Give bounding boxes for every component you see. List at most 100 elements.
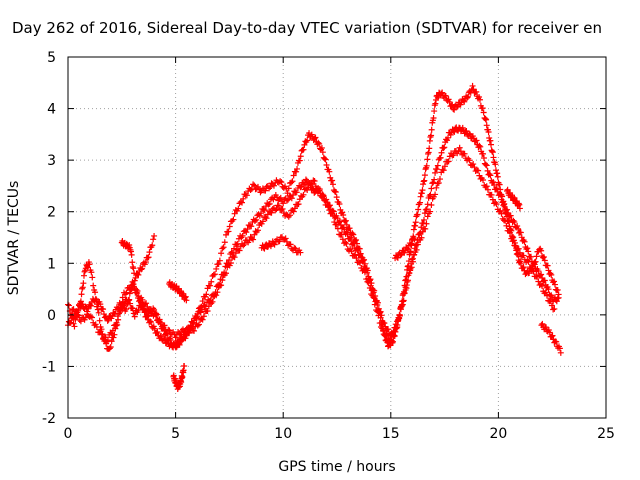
data-point bbox=[393, 318, 400, 325]
data-point bbox=[430, 114, 437, 121]
data-point bbox=[476, 142, 483, 149]
data-point bbox=[97, 328, 104, 335]
data-point bbox=[368, 291, 375, 298]
data-point bbox=[466, 130, 473, 137]
data-point bbox=[239, 232, 246, 239]
data-point bbox=[151, 325, 158, 332]
x-tick-label: 0 bbox=[64, 426, 73, 442]
data-point bbox=[133, 286, 140, 293]
data-point bbox=[111, 331, 118, 338]
data-point bbox=[486, 135, 493, 142]
data-point bbox=[128, 248, 135, 255]
data-point bbox=[261, 207, 268, 214]
data-point bbox=[80, 280, 87, 287]
data-point bbox=[511, 219, 518, 226]
data-point bbox=[439, 89, 446, 96]
data-point bbox=[307, 180, 314, 187]
data-point bbox=[330, 213, 337, 220]
data-point bbox=[71, 323, 78, 330]
data-point bbox=[409, 258, 416, 265]
data-point bbox=[373, 307, 380, 314]
data-point bbox=[221, 239, 228, 246]
data-point bbox=[250, 181, 257, 188]
data-point bbox=[293, 189, 300, 196]
data-point bbox=[376, 320, 383, 327]
data-point bbox=[483, 116, 490, 123]
data-point bbox=[398, 301, 405, 308]
data-point bbox=[364, 278, 371, 285]
data-point bbox=[65, 302, 72, 309]
data-point bbox=[134, 288, 141, 295]
data-point bbox=[195, 321, 202, 328]
data-point bbox=[343, 221, 350, 228]
data-point bbox=[511, 194, 518, 201]
data-point bbox=[411, 236, 418, 243]
data-point bbox=[459, 124, 466, 131]
data-point bbox=[276, 238, 283, 245]
data-point bbox=[304, 137, 311, 144]
data-point bbox=[131, 313, 138, 320]
data-point bbox=[146, 249, 153, 256]
data-point bbox=[510, 217, 517, 224]
data-point bbox=[291, 205, 298, 212]
data-point bbox=[223, 270, 230, 277]
data-point bbox=[333, 194, 340, 201]
data-point bbox=[382, 331, 389, 338]
data-point bbox=[294, 165, 301, 172]
data-point bbox=[334, 215, 341, 222]
data-point bbox=[541, 277, 548, 284]
data-point bbox=[355, 259, 362, 266]
data-point bbox=[251, 182, 258, 189]
data-point bbox=[231, 245, 238, 252]
data-point bbox=[147, 318, 154, 325]
data-point bbox=[424, 156, 431, 163]
data-point bbox=[438, 149, 445, 156]
data-point bbox=[389, 332, 396, 339]
data-point bbox=[176, 341, 183, 348]
data-point bbox=[403, 282, 410, 289]
data-point bbox=[139, 296, 146, 303]
data-point bbox=[247, 187, 254, 194]
data-point bbox=[507, 212, 514, 219]
data-point bbox=[138, 266, 145, 273]
data-point bbox=[270, 182, 277, 189]
data-point bbox=[428, 202, 435, 209]
data-point bbox=[343, 240, 350, 247]
data-point bbox=[349, 230, 356, 237]
data-point bbox=[104, 337, 111, 344]
data-point bbox=[432, 100, 439, 107]
data-point bbox=[108, 330, 115, 337]
data-point bbox=[488, 141, 495, 148]
data-point bbox=[310, 177, 317, 184]
data-point bbox=[416, 230, 423, 237]
data-point bbox=[229, 218, 236, 225]
data-point bbox=[401, 290, 408, 297]
data-point bbox=[124, 301, 131, 308]
data-point bbox=[258, 210, 265, 217]
axis-ticks: 0 5 10 15 20 25 -2 -1 0 1 2 3 4 5 bbox=[42, 50, 615, 442]
data-point bbox=[300, 191, 307, 198]
data-point bbox=[464, 94, 471, 101]
data-point bbox=[422, 225, 429, 232]
data-point bbox=[266, 200, 273, 207]
data-point bbox=[88, 269, 95, 276]
data-point bbox=[199, 298, 206, 305]
data-point bbox=[132, 274, 139, 281]
data-point bbox=[385, 326, 392, 333]
data-point bbox=[410, 226, 417, 233]
data-point bbox=[172, 344, 179, 351]
data-point bbox=[149, 242, 156, 249]
data-point bbox=[225, 228, 232, 235]
data-point bbox=[502, 217, 509, 224]
data-point bbox=[471, 164, 478, 171]
data-point bbox=[96, 317, 103, 324]
x-tick-label: 20 bbox=[489, 426, 507, 442]
data-point bbox=[556, 345, 563, 352]
data-point bbox=[144, 312, 151, 319]
data-point bbox=[494, 170, 501, 177]
data-point bbox=[199, 306, 206, 313]
data-point bbox=[418, 234, 425, 241]
data-point bbox=[428, 132, 435, 139]
data-point bbox=[243, 192, 250, 199]
data-point bbox=[371, 301, 378, 308]
